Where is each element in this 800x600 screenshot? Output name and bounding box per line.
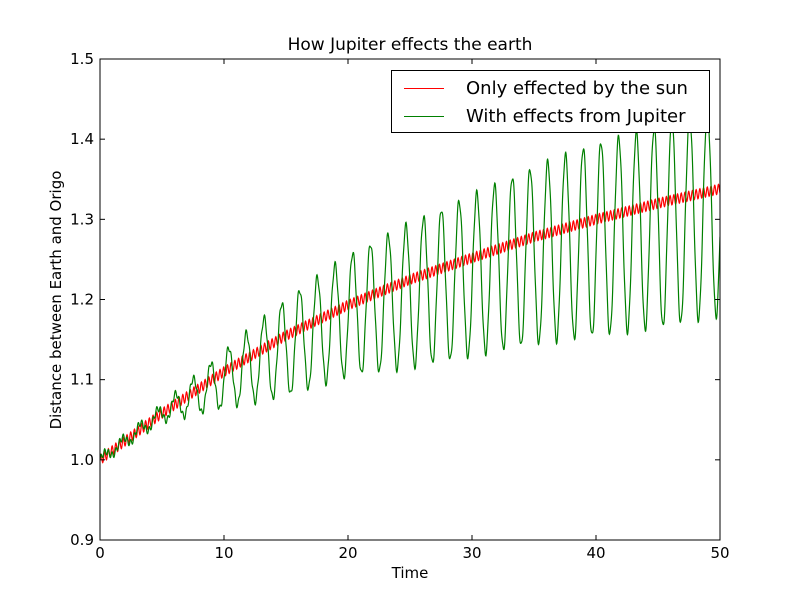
x-tick-label: 0 (95, 544, 105, 562)
series-group (100, 106, 720, 464)
legend-entry-jupiter: With effects from Jupiter (392, 102, 685, 130)
y-tick-label: 1.4 (70, 130, 94, 148)
y-tick-label: 0.9 (70, 531, 94, 549)
series-layer (100, 106, 720, 464)
x-tick-label: 50 (710, 544, 729, 562)
y-tick-label: 1.0 (70, 451, 94, 469)
x-tick-label: 40 (586, 544, 605, 562)
series-line-sun (100, 183, 720, 464)
legend-label-jupiter: With effects from Jupiter (466, 105, 686, 127)
y-axis-label: Distance between Earth and Origo (47, 170, 65, 430)
y-tick-label: 1.3 (70, 210, 94, 228)
x-tick-label: 10 (214, 544, 233, 562)
legend-swatch-jupiter (404, 115, 444, 117)
axes-layer: 0 10 20 30 40 50 0.9 1.0 1.1 1.2 1.3 1.4 1.5 (70, 50, 729, 562)
x-axis-label: Time (391, 564, 429, 582)
legend-entry-sun: Only effected by the sun (392, 74, 688, 102)
y-tick-label: 1.5 (70, 50, 94, 68)
legend-swatch-sun (404, 87, 444, 89)
y-tick-label: 1.2 (70, 291, 94, 309)
legend-label-sun: Only effected by the sun (466, 77, 688, 99)
x-tick-label: 20 (338, 544, 357, 562)
chart-title: How Jupiter effects the earth (287, 35, 533, 55)
x-tick-label: 30 (462, 544, 481, 562)
y-tick-label: 1.1 (70, 371, 94, 389)
series-line-jupiter (100, 106, 720, 460)
legend: Only effected by the sun With effects fr… (391, 70, 710, 133)
